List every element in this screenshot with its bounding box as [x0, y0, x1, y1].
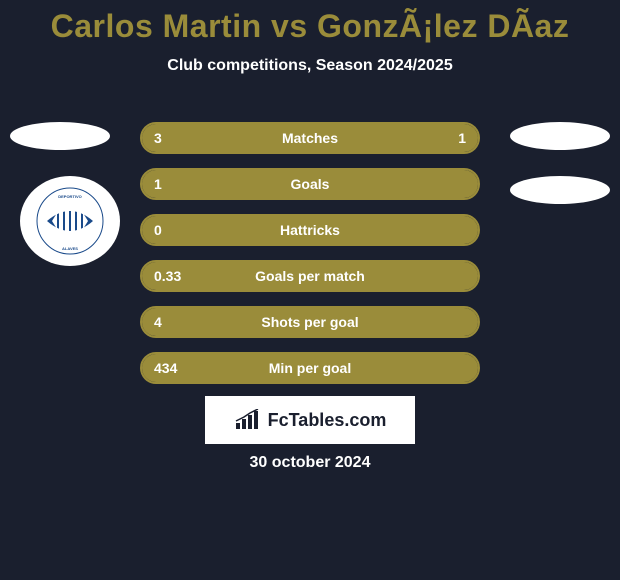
- svg-text:DEPORTIVO: DEPORTIVO: [58, 194, 82, 199]
- stat-row: 3 Matches 1: [140, 122, 480, 154]
- stat-row: 0.33 Goals per match: [140, 260, 480, 292]
- player-left-club-badge: DEPORTIVO ALAVES: [20, 176, 120, 266]
- stat-value-right: 1: [458, 130, 466, 146]
- player-right-club-placeholder: [510, 176, 610, 204]
- stat-label: Goals per match: [255, 268, 365, 284]
- stat-value-left: 4: [154, 314, 162, 330]
- player-right-avatar-placeholder: [510, 122, 610, 150]
- footer-site-name: FcTables.com: [268, 410, 387, 431]
- stat-row: 434 Min per goal: [140, 352, 480, 384]
- comparison-title: Carlos Martin vs GonzÃ¡lez DÃaz: [0, 0, 620, 45]
- stat-label: Shots per goal: [261, 314, 358, 330]
- stat-bar-left: [142, 124, 384, 152]
- footer-logo: FcTables.com: [205, 396, 415, 444]
- stat-label: Hattricks: [280, 222, 340, 238]
- chart-icon: [234, 409, 262, 431]
- comparison-subtitle: Club competitions, Season 2024/2025: [0, 57, 620, 75]
- stat-label: Goals: [291, 176, 330, 192]
- stat-value-left: 434: [154, 360, 177, 376]
- stat-label: Min per goal: [269, 360, 351, 376]
- club-badge-icon: DEPORTIVO ALAVES: [35, 186, 105, 256]
- stats-container: 3 Matches 1 1 Goals 0 Hattricks 0.33 Goa…: [140, 122, 480, 398]
- stat-label: Matches: [282, 130, 338, 146]
- stat-value-left: 1: [154, 176, 162, 192]
- stat-row: 1 Goals: [140, 168, 480, 200]
- stat-row: 4 Shots per goal: [140, 306, 480, 338]
- stat-value-left: 3: [154, 130, 162, 146]
- svg-text:ALAVES: ALAVES: [62, 246, 78, 251]
- stat-value-left: 0.33: [154, 268, 181, 284]
- footer-date: 30 october 2024: [250, 454, 371, 472]
- player-left-avatar-placeholder: [10, 122, 110, 150]
- stat-value-left: 0: [154, 222, 162, 238]
- stat-row: 0 Hattricks: [140, 214, 480, 246]
